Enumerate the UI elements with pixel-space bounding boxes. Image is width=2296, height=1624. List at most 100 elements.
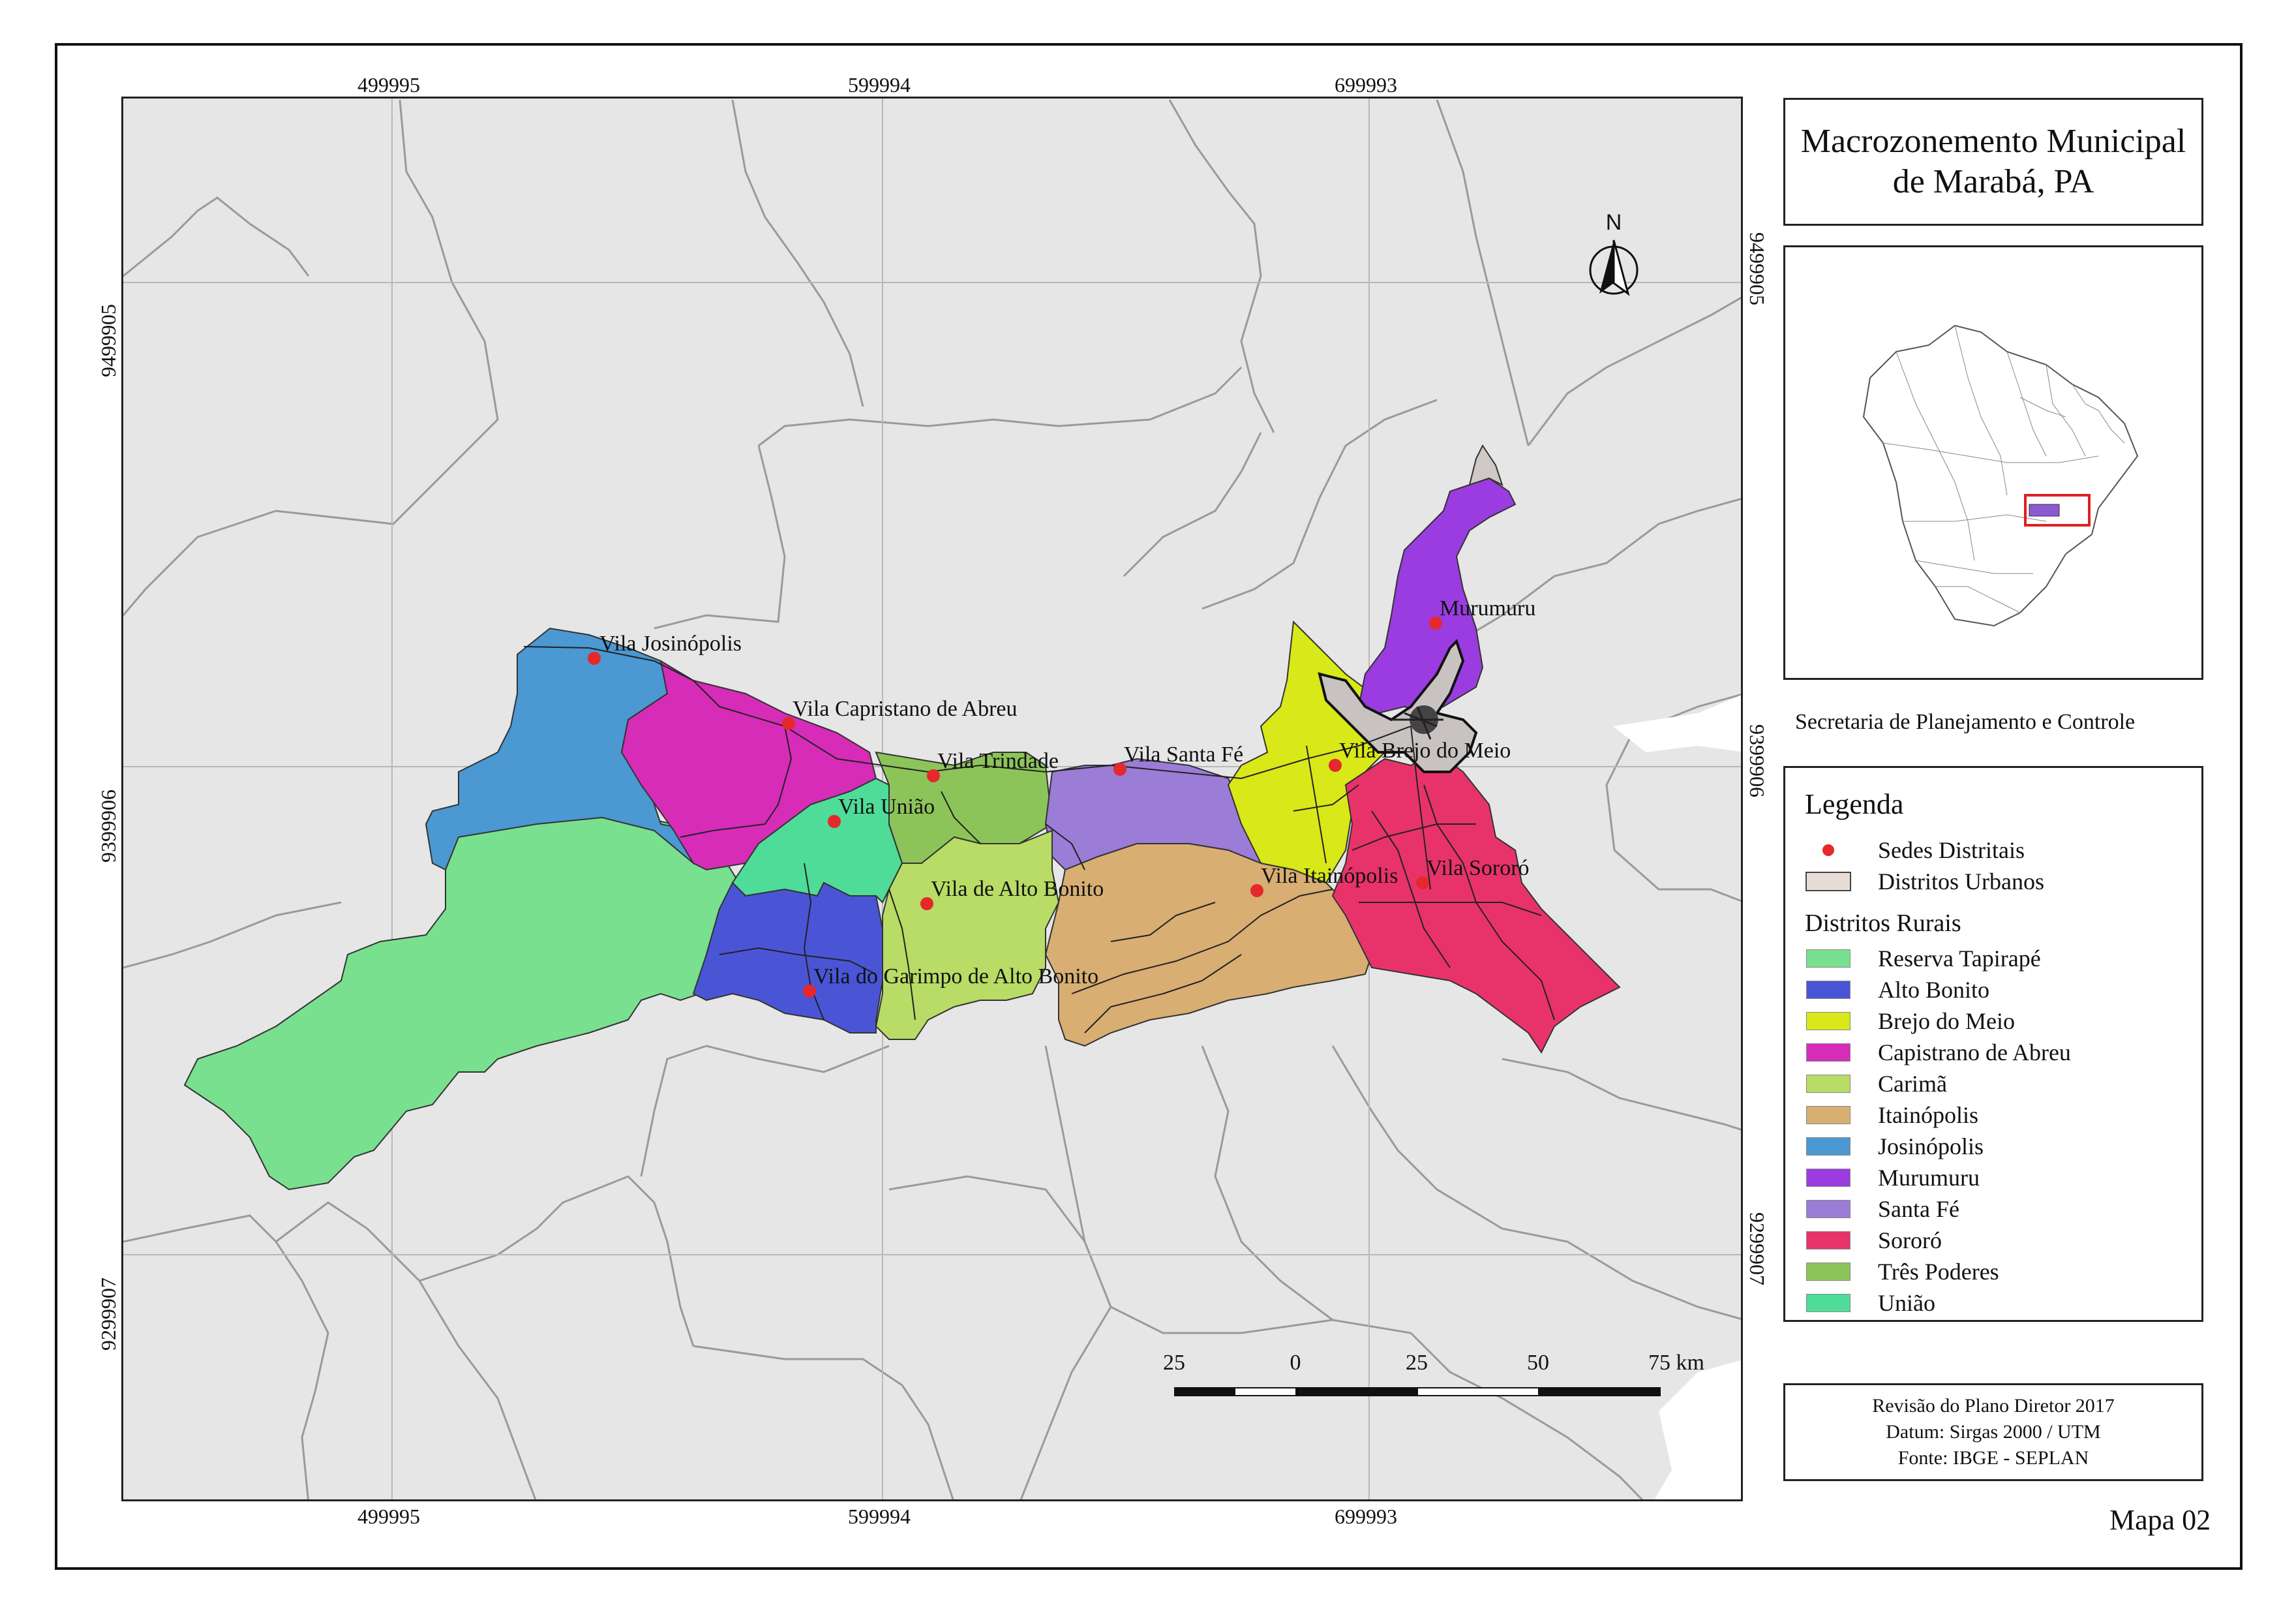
legend-swatch xyxy=(1806,1043,1850,1062)
locator-highlight xyxy=(2024,494,2091,527)
info-box: Revisão do Plano Diretor 2017 Datum: Sir… xyxy=(1783,1383,2203,1481)
coord-right-y-1: 9499905 xyxy=(1745,232,1769,305)
label-brejo-do-meio: Vila Brejo do Meio xyxy=(1339,739,1511,763)
municipal-boundaries xyxy=(123,99,1741,1499)
legend-swatch xyxy=(1806,1200,1850,1218)
legend-swatch xyxy=(1806,1169,1850,1187)
legend-label: Capistrano de Abreu xyxy=(1878,1039,2071,1065)
seat-murumuru[interactable] xyxy=(1429,617,1442,630)
legend-label: Itainópolis xyxy=(1878,1102,1978,1128)
outside-area xyxy=(1654,1360,1741,1499)
seat-alto-bonito[interactable] xyxy=(920,897,933,910)
legend-swatch xyxy=(1806,949,1850,968)
scale-bar: 25 0 25 50 75 km xyxy=(1161,1351,1704,1422)
locator-map-canvas xyxy=(1862,324,2139,627)
legend-swatch xyxy=(1806,981,1850,999)
seat-brejo-do-meio[interactable] xyxy=(1329,759,1342,772)
coord-bottom-x-3: 699993 xyxy=(1335,1505,1397,1528)
urban-swatch xyxy=(1805,872,1851,891)
legend-item-urbanos: Distritos Urbanos xyxy=(1805,867,2044,896)
district-urban-top xyxy=(1468,444,1503,486)
scale-label-3: 25 xyxy=(1406,1351,1428,1375)
locator-map[interactable] xyxy=(1783,245,2203,680)
legend-label: Josinópolis xyxy=(1878,1133,1984,1159)
legend-label: Santa Fé xyxy=(1878,1196,1959,1222)
info-datum: Datum: Sirgas 2000 / UTM xyxy=(1886,1421,2101,1443)
legend: Legenda Sedes Distritais Distritos Urban… xyxy=(1783,766,2203,1322)
map-canvas: Vila Josinópolis Vila Capristano de Abre… xyxy=(123,99,1741,1499)
legend-swatch xyxy=(1806,1106,1850,1124)
seat-uniao[interactable] xyxy=(828,815,841,828)
district-itainopolis[interactable] xyxy=(1044,843,1373,1047)
district-seats xyxy=(588,617,1442,998)
legend-swatch xyxy=(1806,1075,1850,1093)
label-capistrano: Vila Capristano de Abreu xyxy=(793,697,1017,721)
scale-label-1: 25 xyxy=(1163,1351,1185,1375)
agency-name: Secretaria de Planejamento e Controle xyxy=(1795,710,2136,734)
scale-segment-3 xyxy=(1295,1387,1418,1396)
legend-item-sedes: Sedes Distritais xyxy=(1805,836,2025,865)
legend-item-rural: Três Poderes xyxy=(1805,1257,1999,1286)
title-box: Macrozonemento Municipal de Marabá, PA xyxy=(1783,98,2203,226)
scale-label-2: 0 xyxy=(1290,1351,1301,1375)
label-trindade: Vila Trindade xyxy=(937,749,1059,773)
legend-label-sedes: Sedes Distritais xyxy=(1878,837,2025,863)
legend-label: Reserva Tapirapé xyxy=(1878,945,2041,972)
main-map[interactable]: Vila Josinópolis Vila Capristano de Abre… xyxy=(121,97,1743,1501)
seat-garimpo[interactable] xyxy=(803,985,816,998)
north-label: N xyxy=(1605,210,1622,235)
label-uniao: Vila União xyxy=(838,795,935,819)
label-santa-fe: Vila Santa Fé xyxy=(1124,743,1243,767)
legend-swatch xyxy=(1806,1294,1850,1312)
legend-swatch xyxy=(1806,1263,1850,1281)
legend-label: União xyxy=(1878,1290,1935,1316)
legend-label: Brejo do Meio xyxy=(1878,1008,2015,1034)
coord-left-y-1: 9499905 xyxy=(97,304,120,377)
district-reserva-tapirape[interactable] xyxy=(183,810,753,1191)
legend-swatch xyxy=(1806,1012,1850,1030)
map-number: Mapa 02 xyxy=(2109,1504,2211,1536)
coord-left-y-3: 9299907 xyxy=(97,1278,120,1351)
legend-label: Três Poderes xyxy=(1878,1259,1999,1285)
legend-label: Sororó xyxy=(1878,1227,1942,1253)
legend-label-urbanos: Distritos Urbanos xyxy=(1878,868,2044,895)
north-arrow: N xyxy=(1586,210,1641,308)
legend-item-rural: União xyxy=(1805,1289,1935,1317)
legend-item-rural: Capistrano de Abreu xyxy=(1805,1038,2071,1067)
urban-district xyxy=(1318,639,1478,773)
legend-item-rural: Sororó xyxy=(1805,1226,1942,1255)
legend-item-rural: Itainópolis xyxy=(1805,1101,1978,1129)
legend-item-rural: Reserva Tapirapé xyxy=(1805,944,2041,973)
label-sororo: Vila Sororó xyxy=(1427,856,1530,880)
seat-capistrano[interactable] xyxy=(782,717,795,730)
legend-swatch xyxy=(1806,1137,1850,1156)
legend-item-rural: Murumuru xyxy=(1805,1163,1980,1192)
map-sheet-border xyxy=(55,43,2243,1570)
seat-sororo[interactable] xyxy=(1416,876,1429,889)
place-labels: Vila Josinópolis Vila Capristano de Abre… xyxy=(599,596,1535,988)
seat-josinopolis[interactable] xyxy=(588,652,601,665)
scale-segment-2 xyxy=(1234,1387,1297,1396)
seat-trindade[interactable] xyxy=(927,769,940,782)
outside-area-east xyxy=(1613,695,1741,752)
label-josinopolis: Vila Josinópolis xyxy=(599,632,742,656)
coord-bottom-x-2: 599994 xyxy=(848,1505,911,1528)
label-itainopolis: Vila Itainópolis xyxy=(1261,864,1398,888)
legend-rural-title: Distritos Rurais xyxy=(1805,910,1961,937)
scale-segment-4 xyxy=(1417,1387,1539,1396)
coord-top-x-3: 699993 xyxy=(1335,73,1397,97)
legend-label: Murumuru xyxy=(1878,1165,1980,1191)
label-garimpo: Vila do Garimpo de Alto Bonito xyxy=(813,964,1098,988)
red-dot-icon xyxy=(1822,844,1834,856)
scale-segment-5 xyxy=(1538,1387,1661,1396)
coord-left-y-2: 9399906 xyxy=(97,789,120,863)
coord-top-x-2: 599994 xyxy=(848,73,911,97)
scale-segment-1 xyxy=(1174,1387,1235,1396)
district-alto-bonito[interactable] xyxy=(692,881,883,1034)
seat-santa-fe[interactable] xyxy=(1113,763,1126,776)
scale-label-4: 50 xyxy=(1527,1351,1549,1375)
coord-right-y-3: 9299907 xyxy=(1745,1212,1769,1285)
seat-itainopolis[interactable] xyxy=(1250,884,1263,897)
label-murumuru: Murumuru xyxy=(1440,596,1535,620)
legend-item-rural: Josinópolis xyxy=(1805,1132,1984,1161)
